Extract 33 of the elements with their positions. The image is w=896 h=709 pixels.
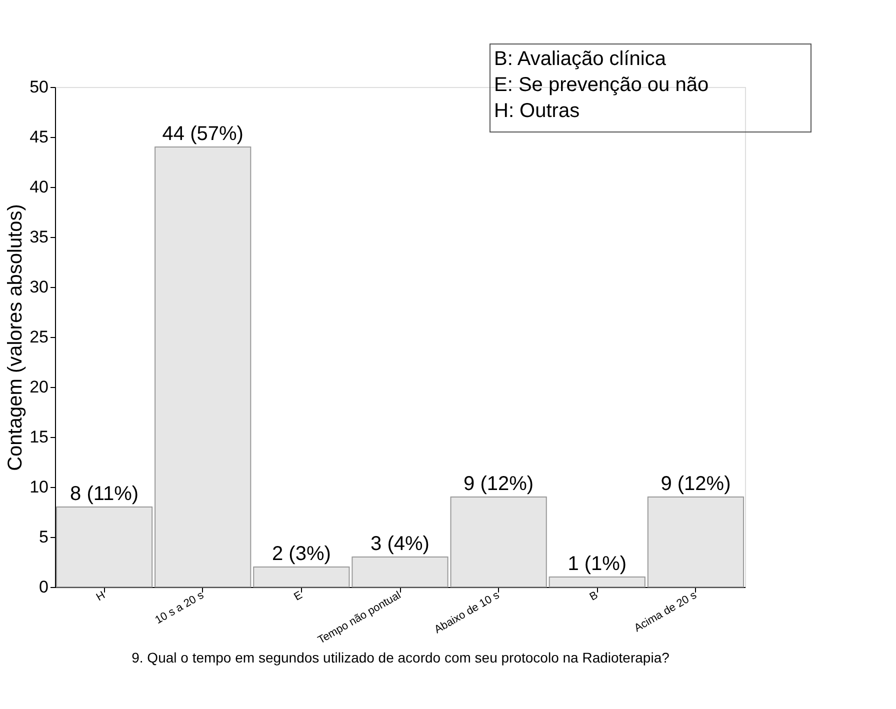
x-tick-label: H [94, 589, 108, 604]
data-label: 9 (12%) [660, 473, 731, 495]
x-tick-label: B [588, 589, 600, 604]
data-label: 3 (4%) [370, 533, 430, 555]
bar [154, 146, 252, 588]
annotation: E: Se prevenção ou não [494, 74, 709, 96]
y-tick-label: 45 [30, 128, 48, 146]
y-tick-label: 20 [30, 378, 48, 396]
bar [450, 496, 547, 588]
y-tick-label: 15 [30, 428, 48, 446]
data-label: 2 (3%) [272, 543, 331, 565]
annotation: H: Outras [494, 100, 580, 122]
data-label: 1 (1%) [568, 553, 627, 575]
y-tick-label: 50 [30, 78, 48, 96]
x-tick-label: E [292, 589, 304, 604]
bar [352, 556, 448, 588]
y-tick-label: 35 [30, 228, 48, 246]
data-label: 44 (57%) [162, 123, 244, 145]
y-axis-title: Contagem (valores absolutos) [4, 204, 27, 471]
y-tick-label: 5 [39, 528, 48, 546]
x-tick-label: 10 s a 20 s [153, 589, 206, 627]
x-axis-title: 9. Qual o tempo em segundos utilizado de acordo com seu protocolo na Radioterapia? [132, 650, 670, 666]
data-label: 9 (12%) [464, 473, 534, 495]
data-label: 8 (11%) [70, 483, 139, 505]
bar [253, 566, 350, 588]
text: B: Avaliação clínica [494, 48, 667, 70]
bar [56, 506, 153, 588]
y-tick-label: 30 [30, 278, 48, 296]
y-tick-label: 10 [30, 478, 48, 496]
bar [548, 576, 646, 588]
y-tick-label: 0 [39, 578, 48, 596]
y-tick-label: 40 [30, 178, 48, 196]
y-tick-label: 25 [30, 328, 48, 346]
